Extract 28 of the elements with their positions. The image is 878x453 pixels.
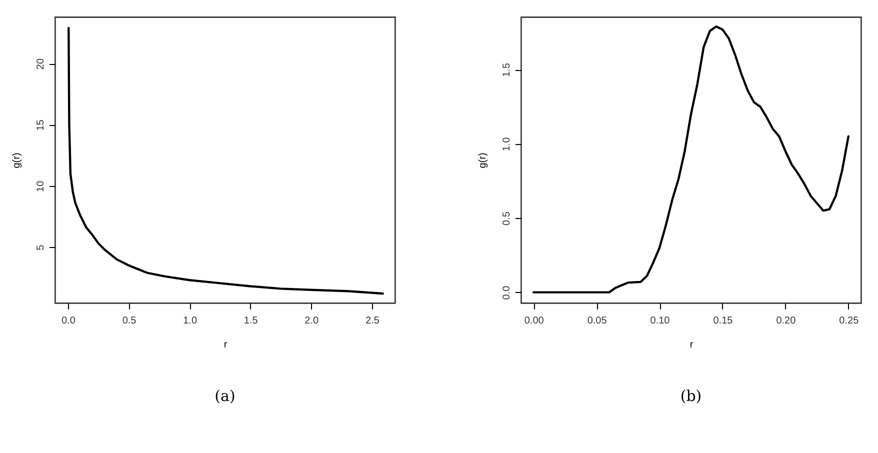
x-axis-title: r: [690, 340, 694, 350]
y-tick-label: 15: [36, 119, 46, 131]
y-axis-title: g(r): [12, 152, 22, 168]
y-axis-title: g(r): [478, 152, 488, 168]
y-tick-label: 10: [36, 180, 46, 192]
y-tick-label: 5: [36, 244, 46, 250]
x-tick-label: 2.5: [365, 316, 380, 326]
x-tick-label: 0.5: [122, 316, 137, 326]
line-series: [68, 26, 384, 295]
y-tick-label: 0.5: [502, 211, 512, 226]
x-tick-label: 1.0: [183, 316, 198, 326]
x-tick-label: 0.0: [62, 316, 76, 326]
x-tick-label: 2.0: [304, 316, 320, 326]
y-tick-label: 1.5: [502, 62, 512, 78]
x-axis-title: r: [224, 340, 228, 350]
line-series: [532, 25, 850, 294]
x-tick-label: 0.05: [587, 316, 608, 326]
text: (b): [680, 387, 702, 405]
text: (a): [214, 387, 236, 405]
x-tick-label: 0.10: [650, 316, 670, 326]
y-tick-label: 0.0: [502, 285, 512, 300]
x-tick-label: 0.20: [776, 316, 796, 326]
x-tick-label: 1.5: [244, 316, 258, 326]
y-tick-label: 20: [36, 58, 46, 70]
x-tick-label: 0.25: [839, 316, 860, 326]
x-tick-label: 0.15: [713, 316, 734, 326]
x-tick-label: 0.00: [524, 316, 544, 326]
y-tick-label: 1.0: [502, 136, 512, 152]
